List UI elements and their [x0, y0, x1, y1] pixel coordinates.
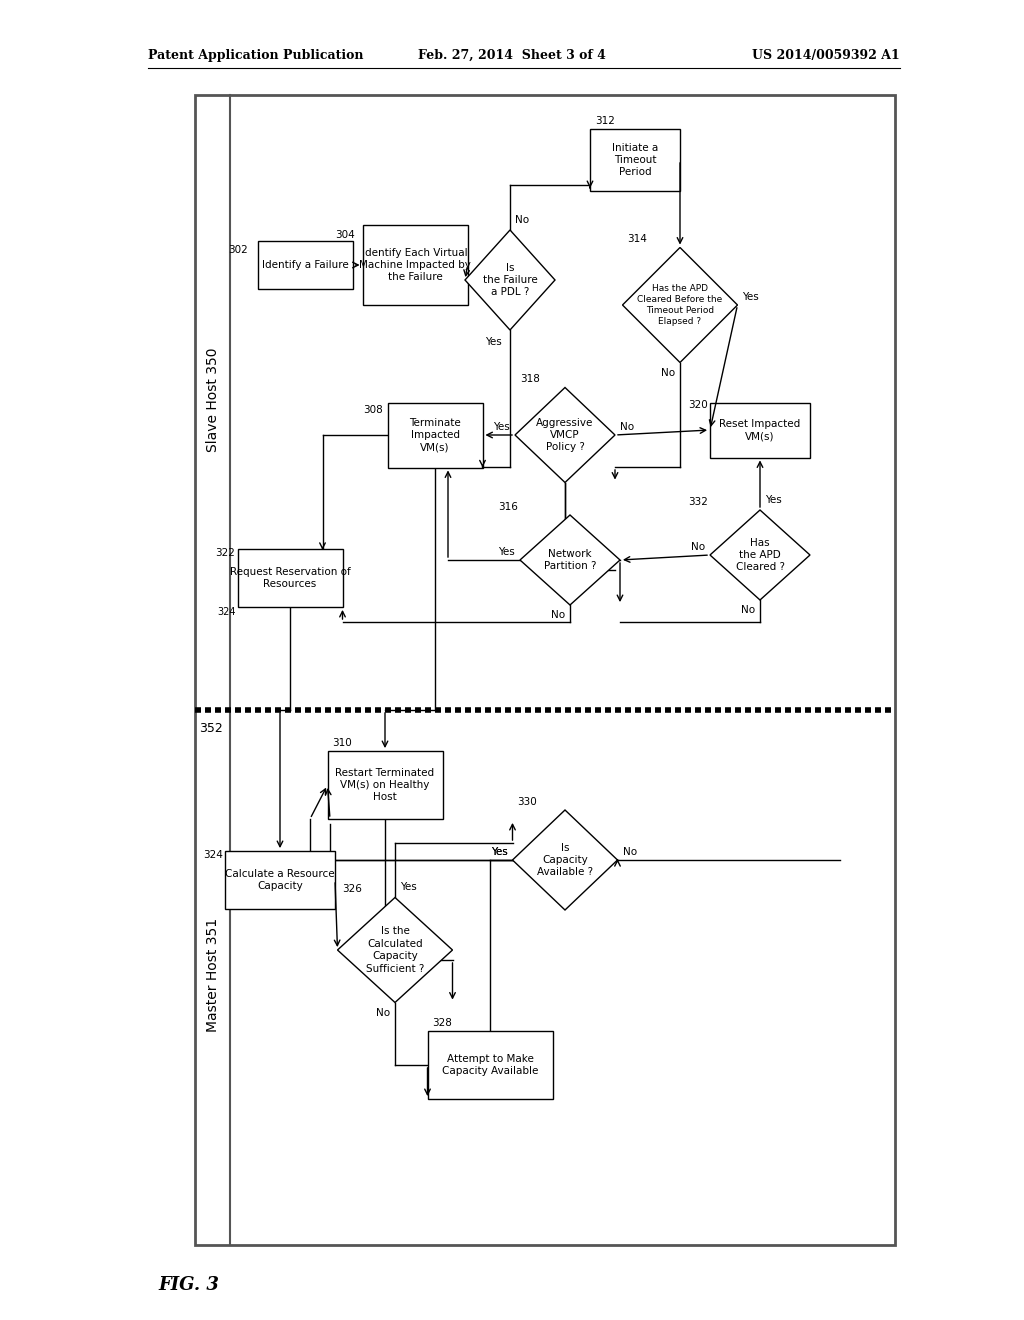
Text: Request Reservation of
Resources: Request Reservation of Resources	[229, 566, 350, 589]
Text: Has the APD
Cleared Before the
Timeout Period
Elapsed ?: Has the APD Cleared Before the Timeout P…	[637, 284, 723, 326]
Bar	[225, 851, 335, 909]
Text: Attempt to Make
Capacity Available: Attempt to Make Capacity Available	[441, 1053, 539, 1076]
Text: Yes: Yes	[765, 495, 781, 506]
Polygon shape	[338, 898, 453, 1002]
Text: Feb. 27, 2014  Sheet 3 of 4: Feb. 27, 2014 Sheet 3 of 4	[418, 49, 606, 62]
Text: 318: 318	[520, 375, 540, 384]
Text: No: No	[660, 367, 675, 378]
Text: Is the
Calculated
Capacity
Sufficient ?: Is the Calculated Capacity Sufficient ?	[366, 927, 424, 974]
Bar	[362, 224, 468, 305]
Text: 328: 328	[432, 1018, 453, 1028]
Text: 326: 326	[342, 884, 362, 895]
Text: Aggressive
VMCP
Policy ?: Aggressive VMCP Policy ?	[537, 417, 594, 453]
Text: Master Host 351: Master Host 351	[206, 917, 220, 1032]
Text: Slave Host 350: Slave Host 350	[206, 347, 220, 453]
Text: Network
Partition ?: Network Partition ?	[544, 549, 596, 572]
Text: No: No	[376, 1007, 390, 1018]
Text: Restart Terminated
VM(s) on Healthy
Host: Restart Terminated VM(s) on Healthy Host	[336, 768, 434, 803]
Bar	[238, 549, 342, 607]
Text: No: No	[551, 610, 565, 620]
Text: FIG. 3: FIG. 3	[158, 1276, 219, 1294]
Text: 330: 330	[517, 797, 538, 807]
Text: 310: 310	[333, 738, 352, 748]
Polygon shape	[710, 510, 810, 601]
Text: 332: 332	[688, 498, 708, 507]
Bar	[257, 242, 352, 289]
Text: 304: 304	[335, 230, 354, 240]
Text: No: No	[620, 422, 634, 432]
Bar	[328, 751, 442, 818]
Text: Has
the APD
Cleared ?: Has the APD Cleared ?	[735, 537, 784, 573]
Text: 314: 314	[628, 235, 647, 244]
Text: Identify Each Virtual
Machine Impacted by
the Failure: Identify Each Virtual Machine Impacted b…	[359, 248, 471, 282]
Text: 320: 320	[688, 400, 708, 411]
Text: Is
Capacity
Available ?: Is Capacity Available ?	[537, 842, 593, 878]
Text: 322: 322	[216, 548, 236, 558]
Text: 316: 316	[498, 502, 518, 512]
Text: Reset Impacted
VM(s): Reset Impacted VM(s)	[720, 418, 801, 441]
Text: Is
the Failure
a PDL ?: Is the Failure a PDL ?	[482, 263, 538, 297]
Text: Yes: Yes	[742, 292, 759, 302]
Text: Initiate a
Timeout
Period: Initiate a Timeout Period	[612, 143, 658, 177]
Text: Yes: Yes	[485, 337, 502, 347]
Text: Identify a Failure: Identify a Failure	[261, 260, 348, 271]
Text: No: No	[691, 543, 705, 552]
Text: Yes: Yes	[400, 883, 417, 892]
Polygon shape	[520, 515, 620, 605]
Bar	[590, 129, 680, 191]
Polygon shape	[623, 248, 737, 363]
Text: Yes: Yes	[490, 847, 508, 857]
Polygon shape	[465, 230, 555, 330]
Bar	[195, 95, 895, 1245]
Bar	[387, 403, 482, 467]
Text: Patent Application Publication: Patent Application Publication	[148, 49, 364, 62]
Text: 302: 302	[227, 246, 248, 255]
Polygon shape	[515, 388, 615, 483]
Text: Terminate
Impacted
VM(s): Terminate Impacted VM(s)	[410, 417, 461, 453]
Text: 306: 306	[440, 235, 460, 246]
Polygon shape	[512, 810, 617, 909]
Text: 324: 324	[203, 850, 223, 861]
Text: 352: 352	[199, 722, 223, 735]
Text: No: No	[515, 215, 529, 224]
Text: Yes: Yes	[490, 847, 508, 857]
Text: 308: 308	[362, 405, 383, 414]
Text: US 2014/0059392 A1: US 2014/0059392 A1	[753, 49, 900, 62]
Text: No: No	[741, 605, 755, 615]
Bar	[427, 1031, 553, 1100]
Text: No: No	[623, 847, 637, 857]
Text: Calculate a Resource
Capacity: Calculate a Resource Capacity	[225, 869, 335, 891]
Text: Yes: Yes	[499, 546, 515, 557]
Text: 324: 324	[217, 607, 236, 616]
Text: 312: 312	[595, 116, 614, 125]
Bar	[710, 403, 810, 458]
Text: Yes: Yes	[494, 422, 510, 432]
